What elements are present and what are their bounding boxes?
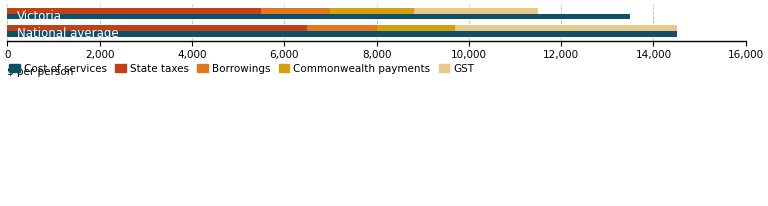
Text: Victoria: Victoria [17, 10, 61, 23]
Bar [330, 8, 413, 14]
Text: National average: National average [17, 27, 118, 40]
Bar [8, 25, 307, 31]
Bar [8, 14, 631, 19]
Bar [413, 8, 538, 14]
Legend: Cost of services, State taxes, Borrowings, Commonwealth payments, GST: Cost of services, State taxes, Borrowing… [5, 60, 478, 78]
Text: $ per person: $ per person [8, 67, 74, 77]
Bar [376, 25, 455, 31]
Bar [455, 25, 677, 31]
Bar [307, 25, 376, 31]
Bar [261, 8, 330, 14]
Bar [8, 31, 677, 37]
Bar [8, 8, 261, 14]
